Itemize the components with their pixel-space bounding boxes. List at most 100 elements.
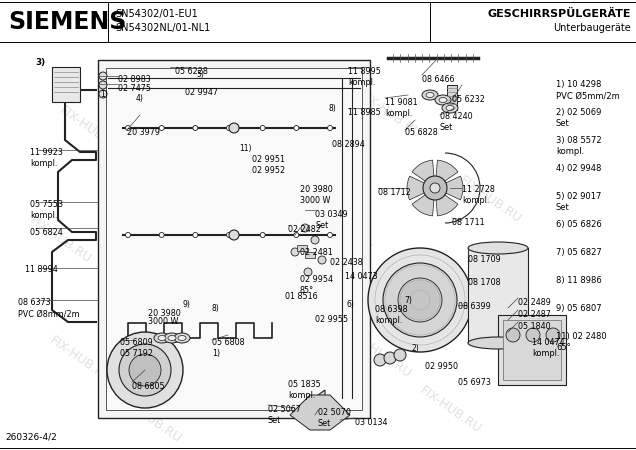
Wedge shape [435, 160, 458, 188]
Text: 02 7475: 02 7475 [118, 84, 151, 93]
Circle shape [328, 233, 333, 238]
Text: 02 9951
02 9952: 02 9951 02 9952 [252, 155, 285, 175]
Ellipse shape [168, 336, 176, 341]
Bar [447, 85, 457, 110]
Text: 05 1840: 05 1840 [518, 322, 551, 331]
Bar [52, 67, 80, 102]
Text: 05 7553
kompl.: 05 7553 kompl. [30, 200, 63, 220]
Text: Unterbaugeräte: Unterbaugeräte [553, 23, 631, 33]
Circle shape [229, 230, 239, 240]
Text: 03 0349
Set: 03 0349 Set [315, 210, 348, 230]
Text: 02 9950: 02 9950 [425, 362, 458, 371]
Text: 11 8994: 11 8994 [25, 265, 58, 274]
Text: 08 1708: 08 1708 [468, 278, 501, 287]
Text: 01 8516: 01 8516 [285, 292, 317, 301]
Text: 11 9081
kompl.: 11 9081 kompl. [385, 98, 418, 118]
Circle shape [328, 126, 333, 130]
Circle shape [384, 352, 396, 364]
Ellipse shape [164, 333, 180, 343]
Ellipse shape [158, 336, 166, 341]
Circle shape [294, 126, 299, 130]
Text: 11 9923
kompl.: 11 9923 kompl. [30, 148, 63, 168]
Circle shape [368, 248, 472, 352]
Wedge shape [407, 176, 435, 200]
Text: 08 1712: 08 1712 [378, 188, 411, 197]
Text: 20 3980
3000 W: 20 3980 3000 W [300, 185, 333, 205]
Text: 02 9947: 02 9947 [185, 88, 218, 97]
Text: 08 4240
Set: 08 4240 Set [440, 112, 473, 132]
Text: 4) 02 9948: 4) 02 9948 [556, 164, 602, 173]
Bar [503, 320, 561, 380]
Text: FIX-HUB.RU: FIX-HUB.RU [167, 194, 233, 246]
Text: 02 2482: 02 2482 [288, 225, 321, 234]
Text: 11) 02 2480
65°: 11) 02 2480 65° [556, 332, 607, 352]
Text: FIX-HUB.RU: FIX-HUB.RU [197, 314, 263, 366]
Ellipse shape [174, 333, 190, 343]
Text: 05 6228: 05 6228 [175, 67, 208, 76]
Wedge shape [412, 160, 435, 188]
Circle shape [291, 248, 299, 256]
Circle shape [226, 233, 232, 238]
Circle shape [125, 233, 130, 238]
Circle shape [506, 328, 520, 342]
Text: 3) 08 5572
kompl.: 3) 08 5572 kompl. [556, 136, 602, 156]
Ellipse shape [442, 103, 458, 113]
Text: FIX-HUB.RU: FIX-HUB.RU [417, 384, 483, 436]
Circle shape [99, 90, 107, 98]
Text: 02 2438: 02 2438 [330, 258, 363, 267]
Circle shape [99, 81, 107, 89]
Ellipse shape [178, 336, 186, 341]
Circle shape [294, 233, 299, 238]
Text: FIX-HUB.RU: FIX-HUB.RU [457, 174, 523, 226]
Text: 9) 05 6807: 9) 05 6807 [556, 304, 602, 313]
Text: 4): 4) [136, 94, 144, 103]
Text: FIX-HUB.RU: FIX-HUB.RU [357, 89, 424, 141]
Text: 02 2487: 02 2487 [518, 310, 551, 319]
Text: 02 2489: 02 2489 [518, 298, 551, 307]
Text: 08 6373
PVC Ø8mm/2m: 08 6373 PVC Ø8mm/2m [18, 298, 80, 318]
Wedge shape [412, 188, 435, 216]
Circle shape [546, 328, 560, 342]
Text: 02 9954
85°: 02 9954 85° [300, 275, 333, 295]
Text: FIX-HUB.RU: FIX-HUB.RU [347, 329, 413, 381]
Polygon shape [290, 395, 350, 430]
Text: 02 5070
Set: 02 5070 Set [318, 408, 351, 428]
Text: 5): 5) [196, 71, 204, 80]
Text: 6): 6) [346, 301, 354, 310]
Text: SIEMENS: SIEMENS [8, 10, 127, 34]
Text: 6) 05 6826: 6) 05 6826 [556, 220, 602, 229]
Text: 8): 8) [328, 104, 336, 112]
Text: 14 0474
kompl.: 14 0474 kompl. [532, 338, 565, 358]
Ellipse shape [468, 337, 528, 349]
Text: FIX-HUB.RU: FIX-HUB.RU [497, 304, 563, 356]
Text: 02 2481: 02 2481 [300, 248, 333, 257]
Text: 11): 11) [238, 144, 251, 153]
Text: 08 6398
kompl.: 08 6398 kompl. [375, 305, 408, 325]
Circle shape [125, 126, 130, 130]
Text: 11 8995
kompl.: 11 8995 kompl. [348, 67, 381, 87]
Circle shape [107, 332, 183, 408]
Text: 03 0134: 03 0134 [355, 418, 387, 427]
Text: 08 6466: 08 6466 [422, 75, 455, 84]
Circle shape [99, 72, 107, 80]
Circle shape [398, 278, 442, 322]
Text: 1) 10 4298
PVC Ø5mm/2m: 1) 10 4298 PVC Ø5mm/2m [556, 80, 619, 100]
Circle shape [159, 126, 164, 130]
Ellipse shape [426, 93, 434, 98]
Text: FIX-HUB.RU: FIX-HUB.RU [57, 104, 123, 156]
Text: 08 6805: 08 6805 [132, 382, 165, 391]
Text: 2) 02 5069
Set: 2) 02 5069 Set [556, 108, 602, 128]
Circle shape [226, 126, 232, 130]
Text: 05 6973: 05 6973 [458, 378, 491, 387]
Bar [297, 245, 307, 251]
Bar [106, 68, 362, 410]
Text: 260326-4/2: 260326-4/2 [5, 433, 57, 442]
Circle shape [193, 126, 198, 130]
Text: GESCHIRRSPÜLGERÄTE: GESCHIRRSPÜLGERÄTE [488, 9, 631, 19]
Ellipse shape [446, 105, 454, 111]
Circle shape [119, 344, 171, 396]
Text: 7) 05 6827: 7) 05 6827 [556, 248, 602, 257]
Text: 08 2894: 08 2894 [332, 140, 365, 149]
Bar [305, 252, 315, 258]
Circle shape [383, 263, 457, 337]
